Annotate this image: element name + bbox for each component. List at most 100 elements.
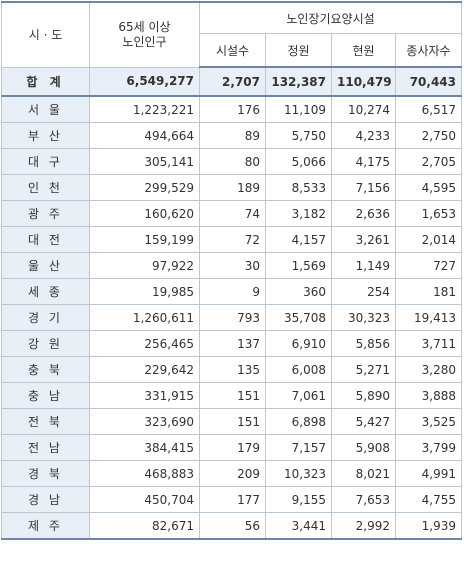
current-cell: 5,427: [331, 408, 396, 435]
elderly-cell: 468,883: [89, 460, 200, 487]
facilities-cell: 72: [199, 226, 266, 253]
elderly-cell: 305,141: [89, 148, 200, 175]
workers-cell: 3,711: [394, 330, 463, 357]
capacity-cell: 8,533: [265, 174, 332, 201]
capacity-cell: 6,898: [265, 408, 332, 435]
current-cell: 5,890: [331, 382, 396, 409]
capacity-cell: 5,066: [265, 148, 332, 175]
elderly-cell: 384,415: [89, 434, 200, 461]
workers-cell: 727: [394, 252, 463, 279]
region-cell: 강 원: [1, 330, 90, 357]
capacity-cell: 35,708: [265, 304, 332, 331]
current-cell: 3,261: [331, 226, 396, 253]
current-cell: 7,156: [331, 174, 396, 201]
table-row: 서 울 1,223,221 176 11,109 10,274 6,517: [1, 95, 463, 123]
elderly-header-line2: 노인인구: [122, 34, 167, 49]
facilities-cell: 151: [199, 408, 266, 435]
table-row: 인 천 299,529 189 8,533 7,156 4,595: [1, 174, 463, 201]
table-row: 세 종 19,985 9 360 254 181: [1, 278, 463, 305]
capacity-cell: 9,155: [265, 486, 332, 513]
facilities-cell: 209: [199, 460, 266, 487]
workers-cell: 3,525: [394, 408, 463, 435]
capacity-cell: 4,157: [265, 226, 332, 253]
facilities-cell: 137: [199, 330, 266, 357]
region-cell: 대 전: [1, 226, 90, 253]
region-cell: 대 구: [1, 148, 90, 175]
table-row: 경 남 450,704 177 9,155 7,653 4,755: [1, 486, 463, 513]
capacity-cell: 3,182: [265, 200, 332, 227]
long-term-care-facilities-table: 시 · 도 65세 이상 노인인구 노인장기요양시설 시설수 정원 현원 종사자…: [1, 1, 463, 540]
table-row: 울 산 97,922 30 1,569 1,149 727: [1, 252, 463, 279]
workers-cell: 1,653: [394, 200, 463, 227]
elderly-cell: 159,199: [89, 226, 200, 253]
capacity-cell: 7,157: [265, 434, 332, 461]
elderly-cell: 97,922: [89, 252, 200, 279]
region-cell: 충 남: [1, 382, 90, 409]
total-label: 합 계: [1, 66, 90, 97]
table-row: 충 북 229,642 135 6,008 5,271 3,280: [1, 356, 463, 383]
region-cell: 부 산: [1, 122, 90, 149]
table-row: 전 북 323,690 151 6,898 5,427 3,525: [1, 408, 463, 435]
region-cell: 경 북: [1, 460, 90, 487]
elderly-cell: 1,223,221: [89, 95, 200, 123]
workers-cell: 4,595: [394, 174, 463, 201]
total-capacity: 132,387: [265, 66, 332, 97]
total-current: 110,479: [331, 66, 396, 97]
current-cell: 5,271: [331, 356, 396, 383]
current-cell: 5,908: [331, 434, 396, 461]
elderly-cell: 82,671: [89, 512, 200, 540]
capacity-column-header: 정원: [265, 33, 332, 68]
capacity-cell: 5,750: [265, 122, 332, 149]
workers-cell: 2,014: [394, 226, 463, 253]
table-row: 강 원 256,465 137 6,910 5,856 3,711: [1, 330, 463, 357]
facility-group-header: 노인장기요양시설: [198, 1, 463, 34]
header-row-bottom: 시설수 정원 현원 종사자수: [2, 33, 463, 68]
facilities-cell: 89: [199, 122, 266, 149]
facilities-cell: 30: [199, 252, 266, 279]
facilities-cell: 189: [199, 174, 266, 201]
table-row: 경 북 468,883 209 10,323 8,021 4,991: [1, 460, 463, 487]
current-column-header: 현원: [331, 33, 396, 68]
elderly-cell: 331,915: [89, 382, 200, 409]
total-facilities: 2,707: [199, 66, 266, 97]
region-cell: 경 기: [1, 304, 90, 331]
workers-cell: 2,705: [394, 148, 463, 175]
capacity-cell: 1,569: [265, 252, 332, 279]
region-cell: 충 북: [1, 356, 90, 383]
region-cell: 세 종: [1, 278, 90, 305]
region-cell: 울 산: [1, 252, 90, 279]
facilities-cell: 74: [199, 200, 266, 227]
capacity-cell: 6,910: [265, 330, 332, 357]
current-cell: 7,653: [331, 486, 396, 513]
region-cell: 인 천: [1, 174, 90, 201]
total-elderly: 6,549,277: [89, 66, 200, 97]
workers-cell: 3,888: [394, 382, 463, 409]
elderly-cell: 299,529: [89, 174, 200, 201]
region-cell: 광 주: [1, 200, 90, 227]
current-cell: 4,175: [331, 148, 396, 175]
facilities-cell: 179: [199, 434, 266, 461]
elderly-cell: 1,260,611: [89, 304, 200, 331]
table-row: 전 남 384,415 179 7,157 5,908 3,799: [1, 434, 463, 461]
facilities-cell: 793: [199, 304, 266, 331]
workers-column-header: 종사자수: [394, 33, 463, 68]
capacity-cell: 360: [265, 278, 332, 305]
capacity-cell: 10,323: [265, 460, 332, 487]
elderly-cell: 450,704: [89, 486, 200, 513]
elderly-population-column-header: 65세 이상 노인인구: [89, 1, 200, 68]
capacity-cell: 3,441: [265, 512, 332, 540]
facilities-cell: 56: [199, 512, 266, 540]
workers-cell: 4,991: [394, 460, 463, 487]
elderly-cell: 229,642: [89, 356, 200, 383]
elderly-cell: 256,465: [89, 330, 200, 357]
table-row: 대 전 159,199 72 4,157 3,261 2,014: [1, 226, 463, 253]
facilities-cell: 177: [199, 486, 266, 513]
elderly-cell: 323,690: [89, 408, 200, 435]
capacity-cell: 6,008: [265, 356, 332, 383]
region-cell: 전 북: [1, 408, 90, 435]
table-row: 제 주 82,671 56 3,441 2,992 1,939: [1, 512, 463, 540]
current-cell: 2,636: [331, 200, 396, 227]
facilities-cell: 80: [199, 148, 266, 175]
current-cell: 2,992: [331, 512, 396, 540]
facilities-cell: 151: [199, 382, 266, 409]
